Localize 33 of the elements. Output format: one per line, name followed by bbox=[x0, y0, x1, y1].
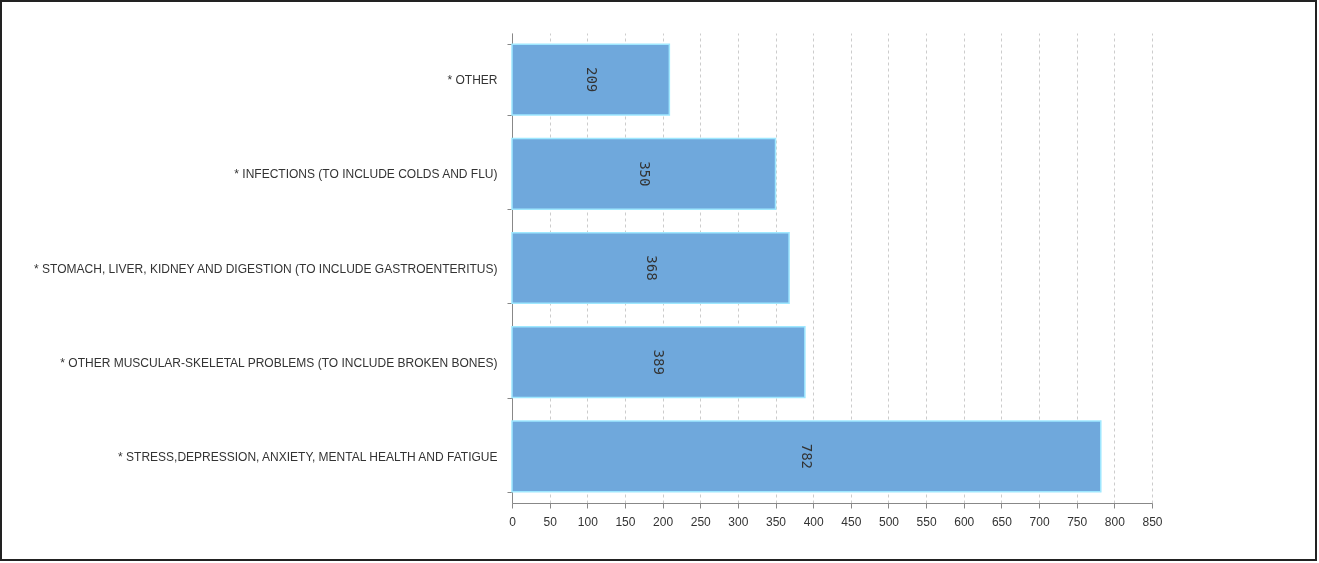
x-tick-label: 450 bbox=[841, 514, 862, 529]
data-label: 209 bbox=[583, 66, 600, 93]
bar bbox=[511, 326, 806, 399]
y-tick-label: * OTHER bbox=[447, 73, 498, 88]
x-tick-label: 650 bbox=[991, 514, 1013, 529]
bar bbox=[511, 137, 777, 210]
bar bbox=[511, 231, 790, 305]
x-tick-label: 700 bbox=[1029, 514, 1050, 529]
y-tick-label: * STOMACH, LIVER, KIDNEY AND DIGESTION (TO INCLUDE GASTROENTERITUS) bbox=[34, 261, 498, 276]
x-tick-label: 800 bbox=[1104, 514, 1126, 529]
bar bbox=[511, 420, 1102, 493]
x-tick-label: 200 bbox=[653, 514, 674, 529]
y-tick-label: * STRESS,DEPRESSION, ANXIETY, MENTAL HEALTH AND FATIGUE bbox=[118, 449, 498, 464]
x-tick-label: 850 bbox=[1142, 514, 1163, 529]
x-tick-label: 50 bbox=[543, 514, 558, 529]
x-tick-label: 400 bbox=[803, 514, 825, 529]
x-tick-label: 500 bbox=[878, 514, 900, 529]
x-tick-label: 350 bbox=[766, 514, 787, 529]
data-label: 782 bbox=[799, 443, 816, 470]
y-tick-label: * INFECTIONS (TO INCLUDE COLDS AND FLU) bbox=[234, 167, 498, 182]
x-tick-label: 0 bbox=[509, 514, 517, 529]
y-tick-label: * OTHER MUSCULAR-SKELETAL PROBLEMS (TO INCLUDE BROKEN BONES) bbox=[60, 355, 498, 370]
x-tick-label: 150 bbox=[615, 514, 636, 529]
x-tick-label: 550 bbox=[916, 514, 937, 529]
data-label: 368 bbox=[643, 255, 660, 281]
bar bbox=[511, 43, 671, 116]
x-tick-label: 250 bbox=[690, 514, 712, 529]
x-tick-label: 100 bbox=[577, 514, 599, 529]
data-label: 350 bbox=[636, 161, 653, 187]
x-tick-label: 600 bbox=[954, 514, 975, 529]
data-label: 389 bbox=[651, 349, 668, 375]
x-tick-label: 300 bbox=[728, 514, 749, 529]
x-tick-label: 750 bbox=[1067, 514, 1088, 529]
